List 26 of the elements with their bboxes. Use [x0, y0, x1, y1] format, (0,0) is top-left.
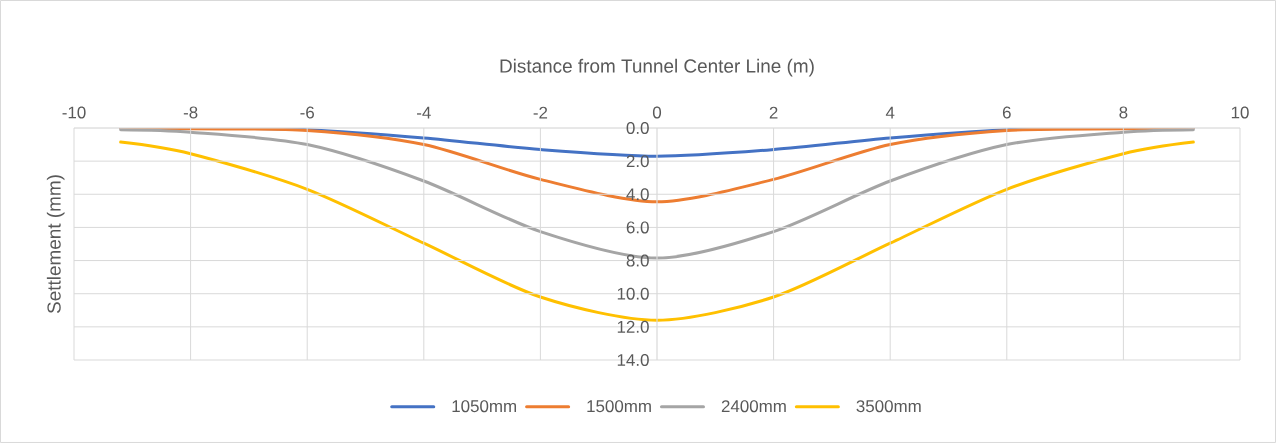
legend-label: 2400mm — [721, 400, 786, 413]
y-tick-label: 6.0 — [626, 221, 649, 234]
x-tick-label: -6 — [300, 106, 314, 119]
x-tick-label: -10 — [62, 106, 86, 119]
x-tick-label: 6 — [1002, 106, 1011, 119]
legend-label: 1050mm — [452, 400, 517, 413]
legend-label: 1500mm — [587, 400, 651, 413]
y-tick-label: 0.0 — [626, 121, 649, 134]
y-tick-label: 8.0 — [626, 254, 649, 267]
x-tick-label: -4 — [417, 106, 431, 119]
x-tick-label: 2 — [769, 106, 778, 119]
y-tick-label: 14.0 — [617, 353, 649, 366]
y-axis-title: Settlement (mm) — [46, 175, 65, 314]
x-tick-label: -8 — [183, 106, 198, 119]
x-axis-title: Distance from Tunnel Center Line (m) — [500, 58, 814, 77]
x-tick-label: 8 — [1119, 106, 1128, 119]
y-tick-label: 12.0 — [617, 320, 649, 333]
x-tick-label: 4 — [885, 106, 895, 119]
x-tick-label: 10 — [1231, 106, 1249, 119]
y-tick-label: 4.0 — [626, 188, 649, 201]
x-tick-label: -2 — [533, 106, 548, 119]
y-tick-label: 2.0 — [626, 155, 649, 168]
y-tick-label: 10.0 — [617, 287, 649, 300]
legend-label: 3500mm — [856, 400, 921, 413]
x-tick-label: 0 — [652, 106, 662, 119]
line-series — [119, 140, 1195, 322]
